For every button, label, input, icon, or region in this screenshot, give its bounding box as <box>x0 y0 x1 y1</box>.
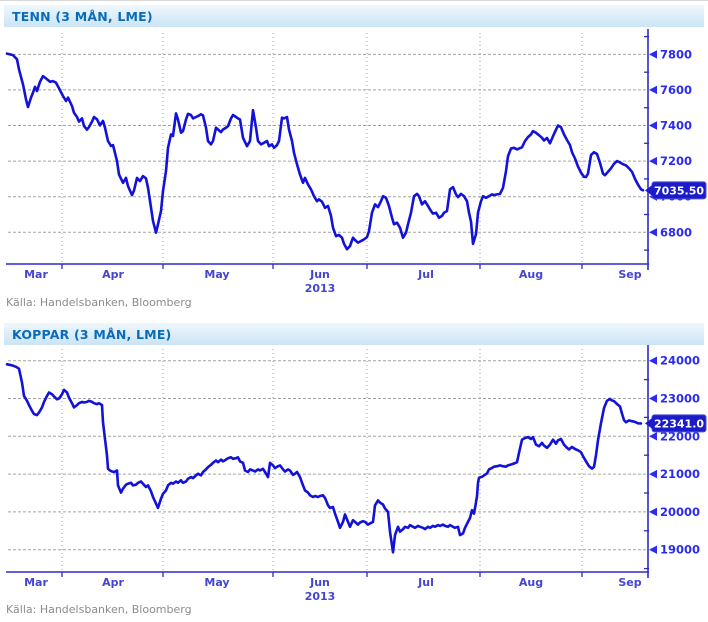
x-axis-month-label: Jul <box>417 268 434 281</box>
koppar-source-note: Källa: Handelsbanken, Bloomberg <box>6 603 192 616</box>
tenn-chart-title: TENN (3 MÅN, LME) <box>12 8 153 24</box>
y-axis-tick-label: 7600 <box>660 83 692 97</box>
price-line-series <box>5 52 645 251</box>
tick-arrow-icon <box>649 156 657 166</box>
tick-arrow-icon <box>649 85 657 95</box>
badge-arrow-icon <box>645 417 653 430</box>
year-label: 2013 <box>305 590 336 603</box>
x-axis-month-label: Apr <box>102 268 124 281</box>
y-axis-tick-label: 21000 <box>660 467 700 481</box>
badge-value-text: 7035.50 <box>654 184 704 197</box>
tick-arrow-icon <box>649 432 657 441</box>
year-label: 2013 <box>305 282 336 295</box>
tick-arrow-icon <box>649 356 657 365</box>
tick-arrow-icon <box>649 469 657 479</box>
vertical-gridlines <box>61 33 583 264</box>
x-axis-month-label: Jun <box>309 576 330 589</box>
y-axis-tick-label: 7200 <box>660 154 692 168</box>
x-axis-labels: Mar Apr May Jun Jul Aug Sep 2013 <box>24 268 642 295</box>
tenn-header-bar: TENN (3 MÅN, LME) <box>4 5 704 27</box>
x-axis-month-label: Mar <box>24 576 48 589</box>
axes <box>6 345 649 578</box>
y-axis-tick-label: 7400 <box>660 119 692 133</box>
y-axis-tick-label: 24000 <box>660 354 700 368</box>
x-axis-month-label: Sep <box>618 268 641 281</box>
x-axis-month-label: May <box>204 268 229 281</box>
y-axis-tick-label: 7800 <box>660 47 692 61</box>
koppar-chart-title: KOPPAR (3 MÅN, LME) <box>12 326 172 342</box>
x-axis-month-label: Aug <box>519 268 543 281</box>
tick-arrow-icon <box>649 394 657 403</box>
x-axis-month-label: Apr <box>102 576 124 589</box>
tick-arrow-icon <box>649 545 657 554</box>
last-value-badge: 7035.50 <box>645 181 707 200</box>
price-line-series <box>5 362 643 554</box>
horizontal-gridlines <box>8 360 648 551</box>
last-value-badge: 22341.0 <box>645 414 707 433</box>
tick-arrow-icon <box>649 228 657 237</box>
axes <box>6 29 649 270</box>
koppar-price-chart: 19000 20000 21000 22000 23000 24000 Mar Apr May J… <box>5 345 707 603</box>
badge-arrow-icon <box>645 184 653 197</box>
tick-arrow-icon <box>649 50 657 59</box>
x-axis-month-label: Jul <box>417 576 434 589</box>
price-line <box>5 52 645 251</box>
y-axis-tick-label: 22000 <box>660 429 700 443</box>
x-axis-month-label: Sep <box>618 576 641 589</box>
tick-arrow-icon <box>649 121 657 130</box>
tick-arrow-icon <box>649 507 657 517</box>
koppar-header-bar: KOPPAR (3 MÅN, LME) <box>4 323 704 345</box>
tenn-source-note: Källa: Handelsbanken, Bloomberg <box>6 296 192 309</box>
y-axis-tick-label: 23000 <box>660 392 700 406</box>
x-axis-labels: Mar Apr May Jun Jul Aug Sep 2013 <box>24 576 642 603</box>
x-axis-month-label: May <box>204 576 229 589</box>
y-axis-labels: 19000 20000 21000 22000 23000 24000 <box>649 354 700 557</box>
y-axis-tick-label: 20000 <box>660 505 700 519</box>
horizontal-gridlines <box>8 53 648 233</box>
x-axis-month-label: Mar <box>24 268 48 281</box>
x-axis-month-label: Aug <box>519 576 543 589</box>
tenn-price-chart: 680070007200740076007800MarAprMayJunJulA… <box>5 29 707 295</box>
y-axis-tick-label: 19000 <box>660 543 700 557</box>
x-axis-month-label: Jun <box>309 268 330 281</box>
vertical-gridlines <box>61 349 583 572</box>
y-axis-tick-label: 6800 <box>660 225 692 239</box>
price-line <box>5 362 643 554</box>
y-axis-labels: 680070007200740076007800 <box>649 47 692 239</box>
badge-value-text: 22341.0 <box>654 417 704 430</box>
